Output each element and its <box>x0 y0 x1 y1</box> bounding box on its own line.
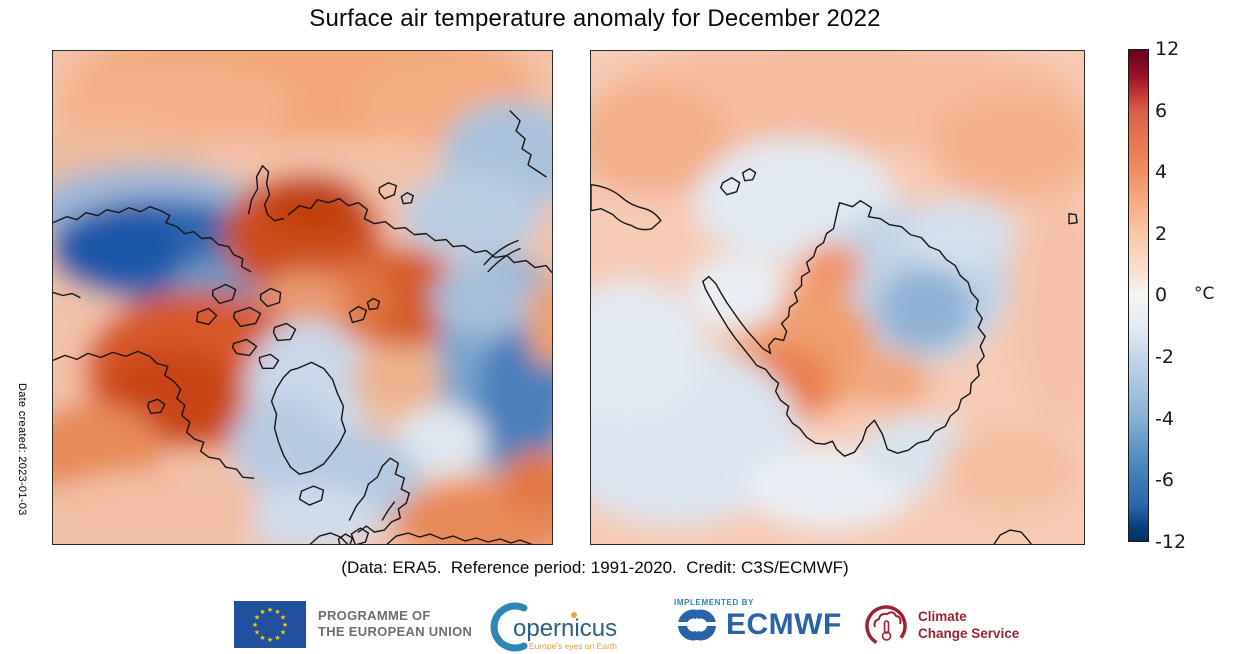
date-created-label: Date created: 2023-01-03 <box>16 383 28 516</box>
antarctic-coastlines <box>591 168 1078 544</box>
c3s-line1: Climate <box>918 609 967 624</box>
antarctic-anomaly-map <box>591 51 1084 544</box>
svg-text:★: ★ <box>254 614 260 622</box>
ecmwf-implemented-by-label: IMPLEMENTED BY <box>674 598 754 607</box>
colorbar-tick: -12 <box>1155 531 1187 553</box>
svg-text:★: ★ <box>280 614 286 622</box>
colorbar-tick: 6 <box>1155 100 1168 122</box>
svg-text:★: ★ <box>274 634 280 642</box>
colorbar-unit-label: °C <box>1194 284 1215 304</box>
logo-row: ★ ★ ★ ★ ★ ★ ★ ★ ★ ★ ★ ★ PROGRAMME OF THE EUROPEA… <box>0 598 1236 654</box>
svg-text:★: ★ <box>280 629 286 637</box>
copernicus-tagline: Europe's eyes on Earth <box>529 641 617 651</box>
svg-text:★: ★ <box>267 636 273 644</box>
arctic-anomaly-field <box>53 51 552 544</box>
antarctic-anomaly-field <box>591 51 1084 544</box>
climate-change-service-logo: Climate Change Service <box>862 600 1019 650</box>
map-antarctic-panel <box>590 50 1085 545</box>
svg-text:★: ★ <box>254 629 260 637</box>
svg-text:★: ★ <box>259 634 265 642</box>
svg-text:★: ★ <box>252 621 258 629</box>
colorbar-tick: -4 <box>1155 408 1174 430</box>
eu-flag-logo: ★ ★ ★ ★ ★ ★ ★ ★ ★ ★ ★ ★ <box>234 601 306 653</box>
svg-text:opernicus: opernicus <box>513 615 617 642</box>
ecmwf-name-label: ECMWF <box>726 608 842 641</box>
eu-programme-line1: PROGRAMME OF <box>318 608 431 623</box>
arctic-anomaly-map <box>53 51 552 544</box>
c3s-line2: Change Service <box>918 626 1020 641</box>
colorbar-tick: 2 <box>1155 223 1168 245</box>
figure-title: Surface air temperature anomaly for Dece… <box>309 5 881 32</box>
climate-change-service-icon <box>865 605 907 647</box>
eu-programme-line2: THE EUROPEAN UNION <box>318 624 473 639</box>
copernicus-logo-icon: opernicus Europe's eyes on Earth <box>490 602 617 652</box>
svg-text:★: ★ <box>274 608 280 616</box>
ecmwf-logo: IMPLEMENTED BY ECMWF <box>672 598 842 642</box>
arctic-coastlines <box>53 110 552 544</box>
colorbar-tick: 0 <box>1155 284 1168 306</box>
svg-text:★: ★ <box>259 608 265 616</box>
copernicus-logo: opernicus Europe's eyes on Earth <box>486 600 622 654</box>
colorbar-tick: 4 <box>1155 161 1168 183</box>
ecmwf-logo-mark <box>672 609 720 641</box>
map-arctic-panel <box>52 50 553 545</box>
eu-programme-text: PROGRAMME OF THE EUROPEAN UNION <box>318 608 472 640</box>
climate-change-service-text: Climate Change Service <box>918 608 1019 642</box>
colorbar-tick: -6 <box>1155 469 1174 491</box>
svg-text:★: ★ <box>282 621 288 629</box>
colorbar-tick: -2 <box>1155 346 1174 368</box>
svg-text:★: ★ <box>267 606 273 614</box>
figure-caption: (Data: ERA5. Reference period: 1991-2020… <box>341 558 849 577</box>
temperature-colorbar <box>1128 49 1149 542</box>
eu-flag-icon: ★ ★★ ★★★ ★★★ ★★★ <box>234 601 306 648</box>
colorbar-tick: 12 <box>1155 38 1180 60</box>
